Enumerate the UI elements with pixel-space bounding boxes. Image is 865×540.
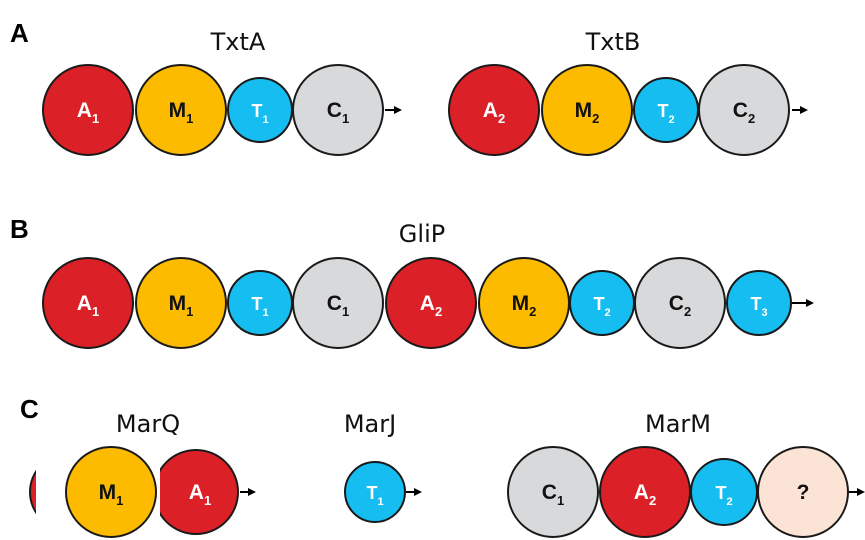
domain-glip-m1-label: M1 — [169, 292, 194, 319]
domain-marj-t1 — [344, 461, 406, 523]
domain-glip-a1 — [42, 257, 134, 349]
protein-txtb: TxtB A2 M2 T2 C2 — [448, 28, 808, 156]
protein-title-txtb: TxtB — [585, 28, 641, 56]
domain-glip-c1 — [292, 257, 384, 349]
domain-txta-m1-label: M1 — [169, 99, 194, 126]
domain-marm-unknown — [757, 446, 849, 538]
protein-title-marq: MarQ — [116, 410, 180, 438]
domain-marj-t1-label: T1 — [366, 483, 383, 508]
domain-glip-a2-label: A2 — [420, 292, 442, 319]
domain-marq-a1 — [160, 449, 239, 535]
domain-marm-c1 — [507, 446, 599, 538]
domain-marm-unknown-label: ? — [797, 481, 810, 504]
domain-marq-m1-label: M1 — [99, 481, 124, 508]
protein-title-marm: MarM — [645, 410, 711, 438]
domain-marq-a1-label: A1 — [189, 481, 211, 508]
protein-title-marj: MarJ — [344, 410, 396, 438]
protein-marq: MarQ M1 A1 — [29, 410, 256, 538]
domain-txta-t1-label: T1 — [251, 101, 268, 126]
domain-glip-t3-label: T3 — [750, 294, 767, 319]
domain-glip-m2-label: M2 — [512, 292, 537, 319]
domain-glip-c1-label: C1 — [327, 292, 349, 319]
protein-title-glip: GliP — [399, 220, 445, 248]
domain-glip-a2 — [385, 257, 477, 349]
panel-letter-b: B — [10, 214, 29, 244]
domain-glip-t2-label: T2 — [593, 294, 610, 319]
protein-title-txta: TxtA — [210, 28, 266, 56]
domain-txta-c1-label: C1 — [327, 99, 349, 126]
domain-txta-a1-label: A1 — [77, 99, 99, 126]
domain-txta-a1 — [42, 64, 134, 156]
domain-txtb-m2-label: M2 — [575, 99, 600, 126]
domain-glip-c2 — [634, 257, 726, 349]
domain-txtb-t2-label: T2 — [657, 101, 674, 126]
domain-txtb-c2-label: C2 — [733, 99, 755, 126]
panel-letter-c: C — [20, 394, 39, 424]
domain-marq-partial-adenylation — [29, 469, 36, 515]
protein-marj: MarJ T1 — [344, 410, 422, 523]
panel-letter-a: A — [10, 18, 29, 48]
domain-glip-a1-label: A1 — [77, 292, 99, 319]
domain-txtb-c2 — [698, 64, 790, 156]
domain-txta-c1 — [292, 64, 384, 156]
domain-glip-t1-label: T1 — [251, 294, 268, 319]
domain-txtb-a2 — [448, 64, 540, 156]
domain-marm-c1-label: C1 — [542, 481, 564, 508]
protein-txta: TxtA A1 M1 T1 C1 — [42, 28, 402, 156]
domain-glip-t3 — [726, 270, 792, 336]
domain-marq-m1 — [65, 446, 157, 538]
domain-txtb-m2 — [541, 64, 633, 156]
domain-glip-c2-label: C2 — [669, 292, 691, 319]
domain-marm-t2-label: T2 — [715, 483, 732, 508]
protein-marm: MarM C1 A2 T2? — [507, 410, 865, 538]
protein-glip: GliP A1 M1 T1 C1 A2 M2 T2 C2 T3 — [42, 220, 814, 349]
domain-txtb-a2-label: A2 — [483, 99, 505, 126]
domain-glip-m1 — [135, 257, 227, 349]
domain-txta-m1 — [135, 64, 227, 156]
domain-marm-a2-label: A2 — [634, 481, 656, 508]
